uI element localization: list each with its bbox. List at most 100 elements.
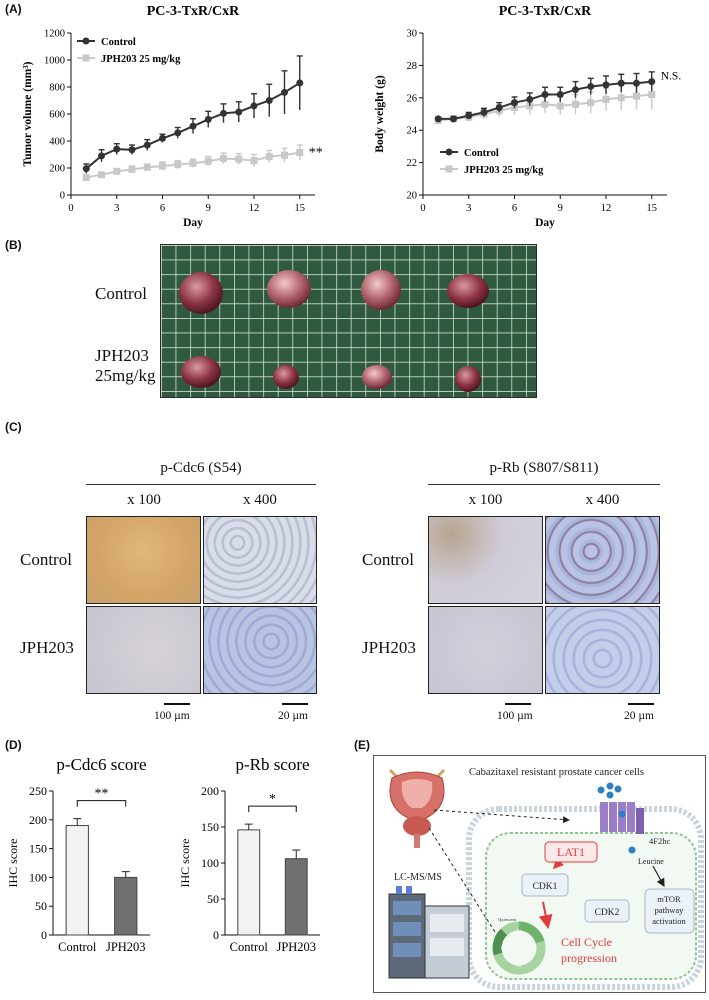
tumor-jph-1 [181,356,221,388]
y-tick-label: 200 [49,164,65,175]
data-point-control [511,99,518,107]
schematic-panel: Cabazitaxel resistant prostate cancer ce… [373,755,706,993]
data-point-jph203 [128,165,136,173]
ihc-prb-control-x100 [428,516,543,604]
tumor-jph-4 [455,366,481,392]
y-tick-label: 400 [49,137,65,148]
y-tick-label: 50 [35,899,47,913]
y-tick-label: 0 [60,191,65,202]
data-point-jph203 [98,171,105,179]
leucine-label: Leucine [638,857,664,866]
data-point-jph203 [82,173,90,181]
y-tick-label: 0 [213,928,219,942]
ihc-left-row-jph: JPH203 [20,638,74,657]
mtor-label-2: pathway [655,905,685,915]
data-point-control [480,108,488,116]
p-cdc6-score-chart: p-Cdc6 score 0 50 100 150 200 250 IHC score Cont… [6,755,150,954]
lcms-instrument [388,886,470,979]
data-point-control [296,79,304,87]
y-tick-label: 200 [29,813,47,827]
data-point-jph203 [113,167,121,175]
x-tick-label: 3 [114,203,119,214]
arrow-to-mtor [652,865,665,888]
y-tick-label: 0 [41,928,47,942]
ihc-right-mag-low: x 100 [468,492,503,508]
data-point-control [265,97,273,104]
data-point-jph203 [265,153,273,161]
arrow-to-transporter [433,809,570,824]
ihc-left-mag-high: x 400 [243,492,277,508]
data-point-jph203 [648,91,656,99]
significance-annotation: ** [95,787,109,802]
photo-label-dose: 25mg/kg [95,366,156,385]
category-label: Control [230,940,269,954]
data-point-control [617,79,625,87]
tumor-control-3 [361,270,401,310]
cdk2-box [584,899,630,923]
tumor-photo [160,244,537,398]
x-tick-label: 6 [160,203,165,214]
data-point-control [143,141,151,149]
x-tick-label: 12 [249,203,260,214]
data-point-jph203 [541,100,549,108]
scale-label-right-low: 100 µm [497,710,533,722]
data-point-control [235,108,243,116]
panel-d-charts: p-Cdc6 score 0 50 100 150 200 250 IHC score Cont… [6,755,320,954]
y-tick-label: 26 [407,93,418,104]
data-point-control [556,91,564,99]
phase-g1-label: G1 [516,930,523,935]
chart-title: p-Rb score [235,755,309,774]
significance-annotation: N.S. [661,71,682,83]
bar-control [237,829,261,936]
legend-marker [82,54,90,62]
data-point-jph203 [572,100,579,108]
x-axis-label: Day [535,217,555,229]
data-point-control [189,122,197,130]
ihc-right-rule [428,484,660,485]
data-point-control [434,115,442,123]
4f2hc-label: 4F2hc [649,836,670,846]
data-point-control [495,104,503,112]
y-tick-label: 22 [407,158,418,169]
tumor-control-4 [447,274,489,308]
data-point-jph203 [281,151,288,159]
x-axis-label: Day [183,217,203,229]
ihc-right-title: p-Rb (S807/S811) [489,460,599,476]
cdk1-label: CDK1 [533,882,558,892]
y-tick-label: 150 [201,820,219,834]
data-point-control [648,78,656,86]
chart-title: PC-3-TxR/CxR [499,4,592,19]
data-point-control [82,165,90,173]
data-point-jph203 [250,157,258,165]
data-point-control [159,134,166,142]
legend-label: JPH203 25 mg/kg [101,54,181,65]
y-tick-label: 600 [49,110,65,121]
ihc-right-mag-high: x 400 [585,492,620,508]
bar-jph203 [114,876,138,936]
schematic-graphic: Cabazitaxel resistant prostate cancer ce… [388,767,704,990]
lat1-box [544,841,598,863]
panel-c-letter: (C) [5,420,22,434]
tumor-control-1 [179,272,223,314]
data-point-control [526,95,534,103]
ihc-right-row-control: Control [362,550,414,569]
data-point-control [128,146,136,154]
x-tick-label: 9 [558,203,563,214]
x-tick-label: 15 [295,203,306,214]
significance-bracket [248,805,297,813]
data-point-jph203 [204,157,212,165]
schematic-title: Cabazitaxel resistant prostate cancer ce… [469,767,644,778]
legend-label: Control [464,148,499,159]
y-axis-label: IHC score [178,839,192,888]
quiescent-label: Quiescent [498,917,517,922]
body-weight-chart: PC-3-TxR/CxR 20 22 24 26 28 30 0 3 6 9 12 15 Day Body … [374,4,681,229]
panel-e-letter: (E) [354,738,370,752]
lat1-label: LAT1 [557,845,585,859]
legend-label: JPH203 25 mg/kg [464,165,544,176]
data-point-control [174,129,182,137]
ihc-left-title: p-Cdc6 (S54) [160,460,242,476]
bar-control [65,825,89,936]
cell-cycle-label-1: Cell Cycle [561,935,612,949]
legend-marker [445,148,453,156]
y-tick-label: 150 [29,842,47,856]
